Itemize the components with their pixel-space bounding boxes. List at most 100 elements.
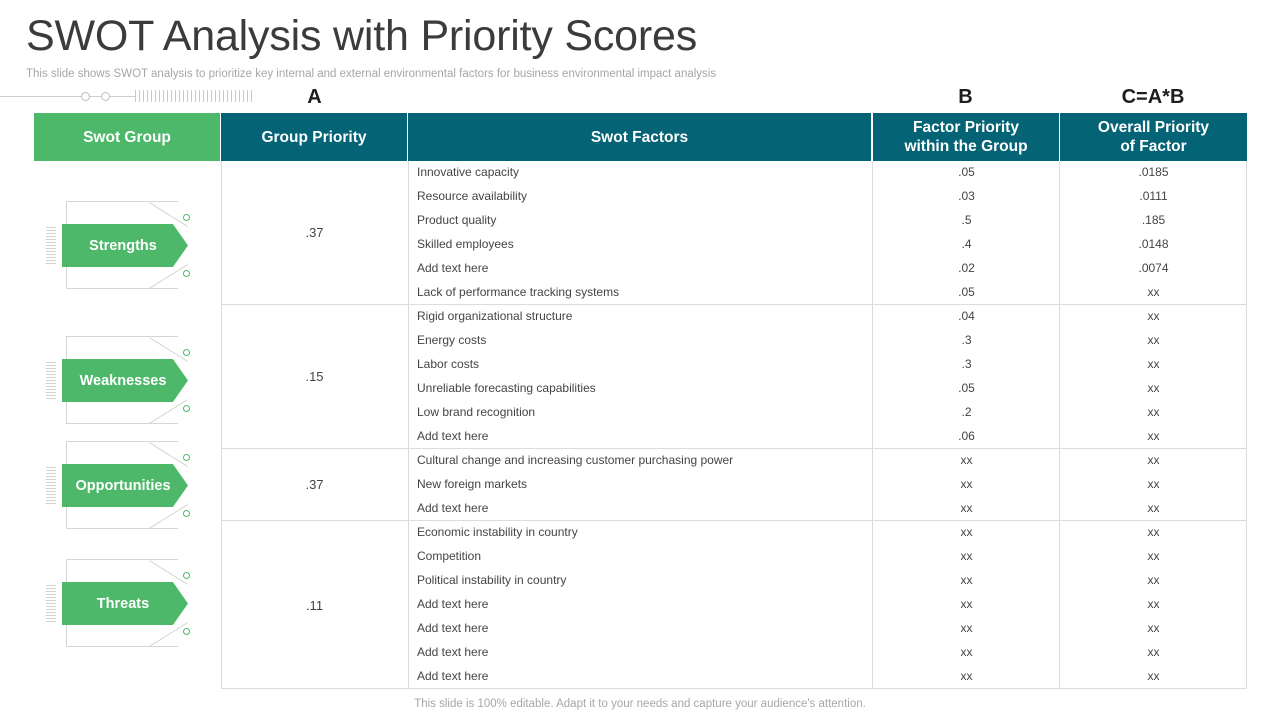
factor-name: Resource availability [417,189,528,203]
overall-priority: xx [1147,333,1160,347]
factor-priority: xx [960,549,973,563]
overall-priority: .0074 [1138,261,1169,275]
overall-priority: .0111 [1139,189,1168,203]
factor-name: Low brand recognition [417,405,536,419]
overall-priority: xx [1147,429,1160,443]
decorative-circle [101,92,110,101]
overall-priority: xx [1147,453,1160,467]
overall-priority: xx [1147,573,1160,587]
factor-name: Product quality [417,213,497,227]
group-separator [221,448,1247,449]
group-separator [221,520,1247,521]
factor-priority: .03 [958,189,975,203]
swot-group-label: Opportunities [62,464,188,507]
swot-group-weaknesses: Weaknesses [46,336,206,426]
overall-priority: xx [1147,645,1160,659]
factor-name: Political instability in country [417,573,567,587]
decorative-dots [46,467,56,505]
factor-name: Add text here [417,597,489,611]
overall-priority: .185 [1141,213,1166,227]
swot-group-strengths: Strengths [46,201,206,291]
factor-name: Add text here [417,621,489,635]
table-row: Rigid organizational structure .04 xx [408,305,1247,329]
table-row: Add text here xx xx [408,593,1247,617]
header-factor-priority: Factor Priority within the Group [873,113,1059,161]
factor-name: Lack of performance tracking systems [417,285,620,299]
factor-name: Add text here [417,429,489,443]
header-factor-priority-line1: Factor Priority [913,119,1019,136]
factor-name: Add text here [417,501,489,515]
header-swot-group: Swot Group [34,113,220,161]
factor-name: Energy costs [417,333,487,347]
factor-priority: .2 [961,405,972,419]
header-factor-priority-line2: within the Group [904,138,1028,155]
factor-name: New foreign markets [417,477,528,491]
overall-priority: xx [1147,381,1160,395]
table-row: Lack of performance tracking systems .05 x… [408,281,1247,305]
factor-priority: .05 [958,381,975,395]
factor-priority: .4 [961,237,972,251]
connector-dot [183,405,190,412]
table-divider [1059,161,1060,689]
table-row: Add text here xx xx [408,497,1247,521]
connector-dot [183,510,190,517]
slide-subtitle: This slide shows SWOT analysis to priori… [26,68,717,80]
factor-name: Unreliable forecasting capabilities [417,381,596,395]
connector-dot [183,572,190,579]
table-row: Add text here .06 xx [408,425,1247,449]
decorative-dots [46,585,56,623]
swot-table [221,161,1247,689]
table-divider [408,161,409,689]
header-group-priority: Group Priority [221,113,407,161]
table-row: Unreliable forecasting capabilities .05 xx [408,377,1247,401]
table-row: Add text here xx xx [408,617,1247,641]
column-letter-c: C=A*B [1121,86,1185,108]
factor-name: Skilled employees [417,237,514,251]
table-row: Energy costs .3 xx [408,329,1247,353]
table-row: Competition xx xx [408,545,1247,569]
column-letter-b: B [958,86,973,108]
overall-priority: xx [1147,405,1160,419]
factor-priority: .06 [958,429,975,443]
swot-group-threats: Threats [46,559,206,649]
overall-priority: xx [1147,669,1160,683]
factor-priority: xx [960,573,973,587]
connector-dot [183,214,190,221]
factor-name: Labor costs [417,357,480,371]
decorative-line [0,96,135,97]
header-overall-priority-line1: Overall Priority [1097,119,1210,136]
table-row: New foreign markets xx xx [408,473,1247,497]
overall-priority: xx [1147,309,1160,323]
decorative-dots [46,227,56,265]
table-row: Product quality .5 .185 [408,209,1247,233]
group-priority-weaknesses: .15 [305,369,324,384]
factor-name: Cultural change and increasing customer … [417,453,734,467]
table-row: Add text here xx xx [408,641,1247,665]
factor-priority: xx [960,525,973,539]
table-row: Resource availability .03 .0111 [408,185,1247,209]
factor-priority: .05 [958,285,975,299]
overall-priority: xx [1147,501,1160,515]
decorative-circle [81,92,90,101]
table-row: Skilled employees .4 .0148 [408,233,1247,257]
factor-name: Competition [417,549,482,563]
overall-priority: xx [1147,525,1160,539]
overall-priority: .0185 [1138,165,1169,179]
table-row: Political instability in country xx xx [408,569,1247,593]
swot-group-label: Threats [62,582,188,625]
factor-priority: xx [960,453,973,467]
factor-priority: .3 [961,357,972,371]
factor-priority: .5 [961,213,972,227]
factor-priority: .3 [961,333,972,347]
table-row: Labor costs .3 xx [408,353,1247,377]
table-divider [872,161,873,689]
overall-priority: xx [1147,285,1160,299]
table-row: Add text here .02 .0074 [408,257,1247,281]
table-row: Cultural change and increasing customer … [408,449,1247,473]
connector-dot [183,349,190,356]
table-divider [221,161,222,689]
factor-priority: xx [960,477,973,491]
header-overall-priority: Overall Priority of Factor [1060,113,1247,161]
factor-name: Economic instability in country [417,525,578,539]
factor-priority: xx [960,597,973,611]
